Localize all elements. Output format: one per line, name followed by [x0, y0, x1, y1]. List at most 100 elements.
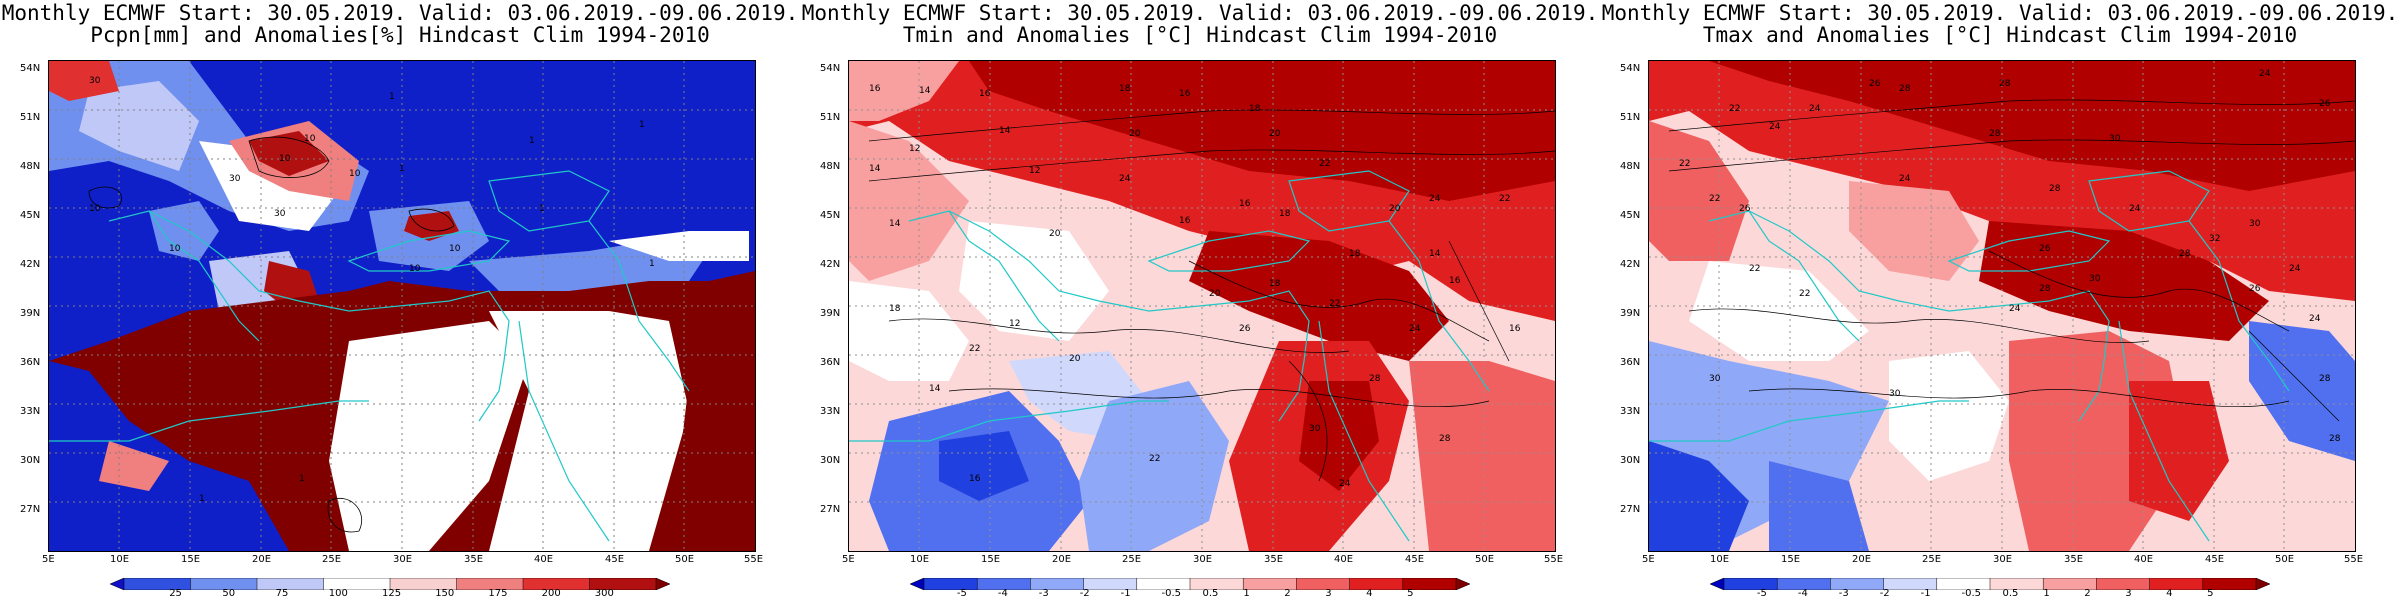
colorbar-swatch — [110, 578, 125, 590]
lon-label: 20E — [1052, 554, 1072, 565]
lat-label: 42N — [820, 259, 841, 270]
contour-label: 18 — [889, 304, 901, 314]
colorbar-swatch — [910, 578, 925, 590]
contour-label: 14 — [919, 86, 931, 96]
contour-label: 26 — [2039, 244, 2051, 254]
contour-label: 22 — [969, 344, 980, 354]
contour-label: 18 — [1249, 104, 1261, 114]
contour-label: 16 — [979, 89, 991, 99]
contour-label: 24 — [1429, 194, 1441, 204]
lat-label: 54N — [20, 63, 41, 74]
lon-label: 5E — [842, 554, 855, 565]
lon-label: 50E — [675, 554, 695, 565]
lat-label: 39N — [20, 308, 41, 319]
contour-label: 14 — [889, 219, 901, 229]
contour-label: 24 — [1339, 479, 1351, 489]
contour-label: 16 — [969, 474, 981, 484]
contour-label: 18 — [1349, 249, 1361, 259]
colorbar-label: 3 — [2125, 588, 2132, 599]
contour-label: 30 — [1309, 424, 1321, 434]
lon-label: 45E — [2205, 554, 2225, 565]
lat-label: 39N — [1620, 308, 1641, 319]
colorbar-label: 100 — [328, 588, 348, 599]
contour-label: 30 — [1889, 389, 1901, 399]
contour-label: 16 — [1179, 89, 1191, 99]
lat-label: 48N — [820, 161, 841, 172]
lat-label: 45N — [20, 210, 41, 221]
colorbar-label: 0.5 — [2002, 588, 2019, 599]
contour-label: 28 — [1899, 84, 1911, 94]
contour-label: 20 — [1049, 229, 1061, 239]
contour-label: 28 — [2319, 374, 2331, 384]
lat-label: 30N — [1620, 455, 1641, 466]
lon-label: 45E — [605, 554, 625, 565]
lon-label: 5E — [1642, 554, 1655, 565]
lon-label: 10E — [110, 554, 130, 565]
contour-label: 20 — [1389, 204, 1401, 214]
contour-label: 24 — [2289, 264, 2301, 274]
contour-label: 10 — [349, 169, 361, 179]
contour-label: 14 — [929, 384, 941, 394]
tmax-map: 26 28 28 24 22 24 26 24 28 30 22 24 28 2… — [1648, 60, 2356, 552]
contour-label: 1 — [529, 136, 535, 146]
lat-label: 39N — [820, 308, 841, 319]
contour-label: 24 — [2009, 304, 2021, 314]
colorbar — [910, 578, 1470, 590]
lon-label: 30E — [1193, 554, 1213, 565]
lon-label: 35E — [2064, 554, 2084, 565]
colorbar-swatch — [1349, 578, 1404, 590]
colorbar-label: 5 — [2207, 588, 2214, 599]
contour-label: 24 — [1809, 104, 1821, 114]
colorbar-swatch — [1296, 578, 1351, 590]
contour-label: 24 — [2309, 314, 2321, 324]
panel-title-line2: Pcpn[mm] and Anomalies[%] Hindcast Clim … — [90, 23, 710, 47]
colorbar-swatch — [923, 578, 978, 590]
lat-label: 33N — [1620, 406, 1641, 417]
lon-label: 5E — [42, 554, 55, 565]
contour-label: 24 — [1899, 174, 1911, 184]
contour-label: 22 — [1679, 159, 1690, 169]
contour-label: 22 — [1749, 264, 1760, 274]
lon-label: 35E — [464, 554, 484, 565]
lon-label: 15E — [1781, 554, 1801, 565]
colorbar-label: 150 — [435, 588, 455, 599]
colorbar-label: 3 — [1325, 588, 1332, 599]
contour-label: 1 — [199, 494, 205, 504]
colorbar-label: -3 — [1838, 588, 1849, 599]
colorbar-label: 4 — [2166, 588, 2173, 599]
contour-label: 30 — [229, 174, 241, 184]
colorbar-label: 175 — [488, 588, 508, 599]
colorbar-label: 1 — [1243, 588, 1250, 599]
contour-label: 26 — [1239, 324, 1251, 334]
lat-label: 42N — [1620, 259, 1641, 270]
lon-label: 25E — [1922, 554, 1942, 565]
tmax-panel: Monthly ECMWF Start: 30.05.2019. Valid: … — [1600, 0, 2400, 600]
contour-label: 22 — [1499, 194, 1510, 204]
lat-label: 51N — [820, 112, 841, 123]
colorbar-label: 125 — [382, 588, 402, 599]
contour-label: 28 — [2039, 284, 2051, 294]
colorbar-label: -1 — [1120, 588, 1131, 599]
contour-label: 10 — [89, 204, 101, 214]
contour-label: 26 — [2319, 99, 2331, 109]
lon-label: 25E — [1122, 554, 1142, 565]
colorbar-swatch — [2255, 578, 2270, 590]
contour-label: 16 — [1239, 199, 1251, 209]
contour-label: 22 — [1329, 299, 1340, 309]
lon-label: 10E — [910, 554, 930, 565]
contour-label: 26 — [1739, 204, 1751, 214]
lon-label: 15E — [981, 554, 1001, 565]
contour-label: 18 — [1279, 209, 1291, 219]
lon-label: 40E — [1334, 554, 1354, 565]
contour-label: 30 — [1709, 374, 1721, 384]
colorbar-swatch — [256, 578, 325, 590]
lon-label: 50E — [1475, 554, 1495, 565]
contour-label: 30 — [2089, 274, 2101, 284]
contour-label: 22 — [1729, 104, 1740, 114]
lat-label: 42N — [20, 259, 41, 270]
colorbar-label: 5 — [1407, 588, 1414, 599]
contour-label: 28 — [2329, 434, 2341, 444]
contour-label: 1 — [639, 120, 645, 130]
lat-label: 36N — [1620, 357, 1641, 368]
contour-label: 20 — [1069, 354, 1081, 364]
